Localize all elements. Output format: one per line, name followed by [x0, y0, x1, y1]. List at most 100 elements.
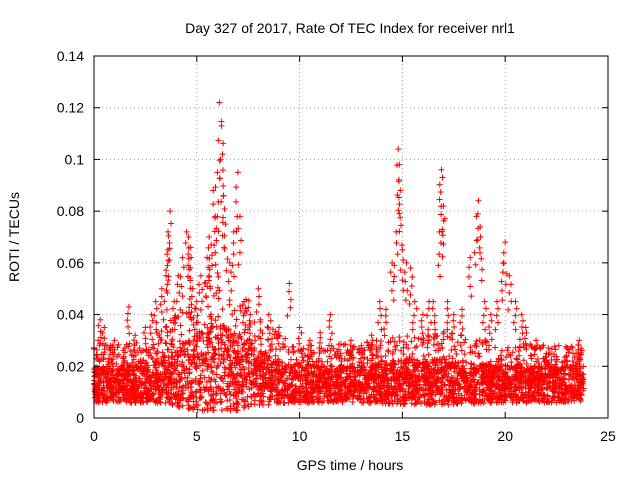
noise-point [374, 389, 381, 396]
data-point [512, 326, 519, 333]
data-point [404, 287, 411, 294]
data-point [158, 293, 165, 300]
noise-point [342, 341, 349, 348]
data-point [218, 122, 225, 129]
y-tick-label: 0.04 [57, 307, 84, 323]
noise-point [193, 388, 200, 395]
data-point [522, 324, 529, 331]
noise-point [505, 344, 512, 351]
noise-point [342, 396, 349, 403]
data-point [391, 273, 398, 280]
noise-point [227, 403, 234, 410]
data-point [214, 169, 221, 176]
data-point [444, 305, 451, 312]
noise-point [451, 391, 458, 398]
noise-point [411, 372, 418, 379]
data-point [439, 253, 446, 260]
noise-point [131, 372, 138, 379]
noise-point [286, 369, 293, 376]
noise-point [224, 380, 231, 387]
noise-point [175, 370, 182, 377]
data-point [439, 232, 446, 239]
data-point [240, 312, 247, 319]
noise-point [234, 407, 241, 414]
noise-point [278, 395, 285, 402]
data-point [533, 337, 540, 344]
noise-point [124, 382, 131, 389]
data-point [317, 334, 324, 341]
data-point [436, 196, 443, 203]
data-point [368, 332, 375, 339]
data-point [228, 287, 235, 294]
noise-point [214, 284, 221, 291]
noise-point [325, 380, 332, 387]
noise-point [553, 399, 560, 406]
data-point [235, 261, 242, 268]
noise-point [114, 387, 121, 394]
data-point [348, 337, 354, 344]
noise-point [440, 364, 447, 371]
noise-point [278, 374, 285, 381]
noise-point [174, 403, 181, 410]
data-point [431, 312, 438, 319]
data-point [265, 311, 272, 318]
data-point [395, 146, 402, 153]
data-point [124, 310, 131, 317]
noise-point [525, 385, 532, 392]
noise-point [458, 347, 465, 354]
data-point [432, 326, 439, 333]
noise-point [126, 340, 133, 347]
noise-point [491, 380, 498, 387]
noise-point [328, 374, 335, 381]
data-point [399, 277, 406, 284]
data-point [397, 214, 404, 221]
noise-point [378, 353, 385, 360]
data-point [197, 272, 204, 279]
noise-point [275, 375, 282, 382]
noise-point [218, 352, 225, 359]
x-tick-label: 0 [90, 428, 98, 444]
noise-point [517, 344, 524, 351]
noise-point [155, 382, 162, 389]
noise-point [213, 323, 220, 330]
data-point [305, 346, 312, 353]
noise-point [380, 395, 387, 402]
noise-point [455, 390, 462, 397]
data-point [216, 175, 223, 182]
data-point [185, 234, 192, 240]
data-point [197, 306, 204, 313]
data-point [445, 312, 452, 319]
noise-point [230, 392, 237, 399]
noise-point [200, 337, 207, 344]
noise-point [360, 395, 367, 402]
data-point [164, 251, 171, 258]
noise-point [249, 340, 256, 347]
noise-point [197, 335, 204, 342]
noise-point [276, 398, 283, 405]
data-point [396, 201, 403, 208]
y-tick-label: 0.02 [57, 358, 84, 374]
data-point [378, 326, 385, 333]
noise-point [431, 366, 438, 373]
data-point [223, 267, 230, 274]
noise-point [536, 398, 543, 405]
y-tick-label: 0.14 [57, 48, 84, 64]
data-point [450, 311, 457, 318]
noise-point [204, 330, 211, 337]
data-point [403, 259, 410, 266]
noise-point [241, 370, 248, 377]
data-point [383, 319, 390, 326]
noise-point [519, 389, 526, 396]
data-point [230, 239, 237, 246]
noise-point [349, 399, 356, 406]
noise-point [226, 388, 233, 395]
data-point [295, 335, 302, 342]
noise-point [316, 367, 323, 374]
noise-point [143, 359, 150, 366]
noise-point [166, 360, 173, 367]
noise-point [178, 331, 185, 338]
noise-point [226, 396, 233, 403]
data-points [91, 99, 587, 414]
data-point [512, 312, 519, 319]
data-point [142, 340, 149, 347]
